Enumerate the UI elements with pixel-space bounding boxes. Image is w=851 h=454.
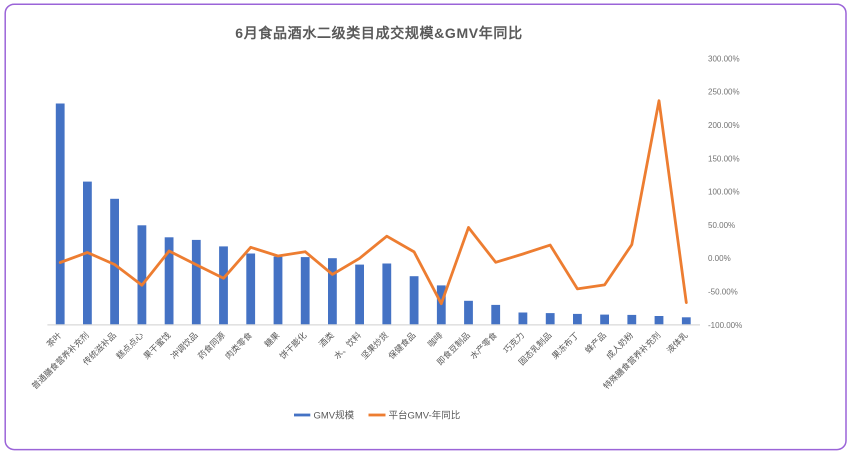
svg-text:300.00%: 300.00%: [708, 54, 740, 63]
svg-text:50.00%: 50.00%: [708, 221, 735, 230]
svg-text:200.00%: 200.00%: [708, 121, 740, 130]
svg-text:150.00%: 150.00%: [708, 154, 740, 163]
svg-text:6月食品酒水二级类目成交规模&GMV年同比: 6月食品酒水二级类目成交规模&GMV年同比: [235, 25, 522, 41]
svg-text:GMV规模: GMV规模: [314, 409, 355, 421]
svg-text:100.00%: 100.00%: [708, 188, 740, 197]
svg-text:0.00%: 0.00%: [708, 254, 731, 263]
svg-text:-100.00%: -100.00%: [708, 321, 742, 330]
svg-text:250.00%: 250.00%: [708, 88, 740, 97]
svg-text:平台GMV-年同比: 平台GMV-年同比: [389, 409, 461, 421]
svg-text:-50.00%: -50.00%: [708, 288, 738, 297]
